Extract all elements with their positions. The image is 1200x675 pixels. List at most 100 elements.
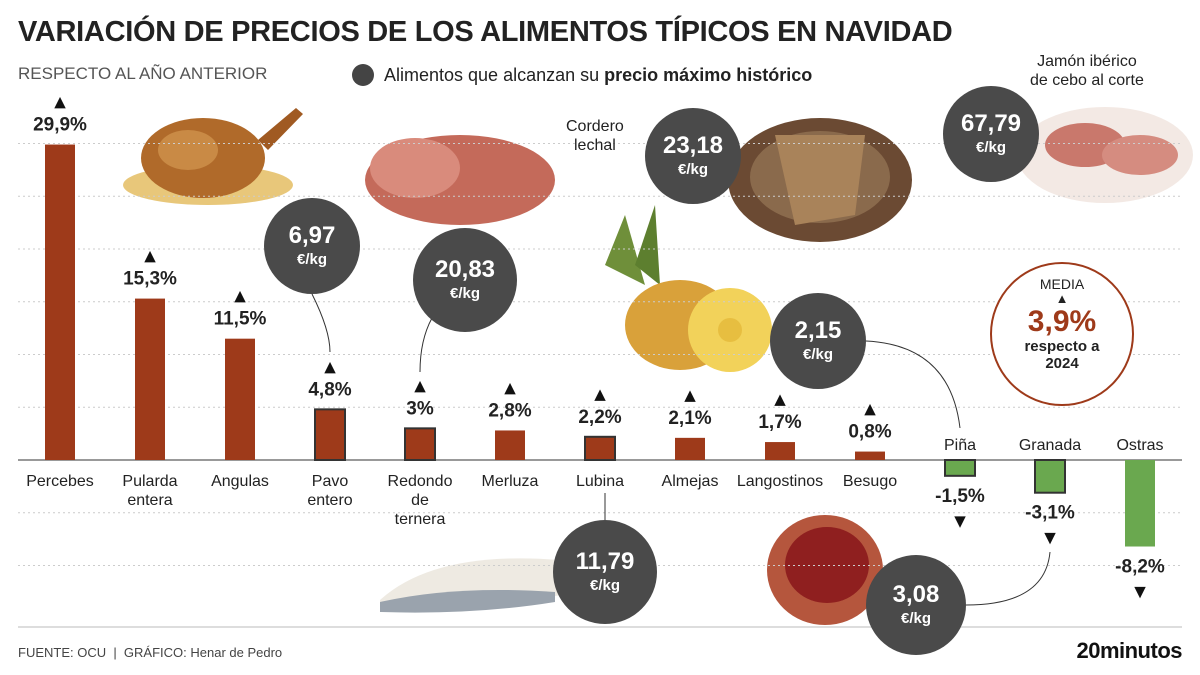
up-triangle-icon: ▲	[864, 400, 876, 418]
category-label: Granada	[1019, 437, 1081, 454]
legend: Alimentos que alcanzan su precio máximo …	[352, 64, 812, 86]
category-label: Besugo	[843, 473, 897, 490]
category-label: Langostinos	[737, 473, 823, 490]
category-label: Percebes	[26, 473, 94, 490]
connector-line	[311, 293, 331, 353]
bar	[1125, 460, 1155, 547]
bar	[225, 338, 255, 460]
down-triangle-icon: ▼	[1044, 529, 1056, 547]
value-label: 1,7%	[758, 412, 801, 433]
category-label: Almejas	[662, 473, 719, 490]
jamon-icon	[1017, 107, 1193, 203]
down-triangle-icon: ▼	[1134, 583, 1146, 601]
footer-source: FUENTE: OCU | GRÁFICO: Henar de Pedro	[18, 645, 283, 660]
price-unit: €/kg	[589, 577, 620, 594]
label-jamon: Jamón ibérico de cebo al corte	[1030, 53, 1144, 89]
price-value: 3,08	[892, 581, 940, 608]
average-label: MEDIA	[1039, 276, 1085, 292]
up-triangle-icon: ▲	[594, 385, 606, 403]
up-triangle-icon: ▲	[414, 376, 426, 394]
value-label: -8,2%	[1115, 557, 1165, 578]
turkey-icon	[123, 108, 303, 205]
down-triangle-icon: ▼	[954, 512, 966, 530]
price-value: 20,83	[434, 256, 496, 283]
value-label: -3,1%	[1025, 503, 1075, 524]
pineapple-icon	[605, 205, 772, 372]
category-label: Ostras	[1116, 437, 1163, 454]
beef-roast-icon	[365, 135, 555, 225]
bar	[495, 430, 525, 460]
category-label: Angulas	[211, 473, 269, 490]
price-unit: €/kg	[900, 610, 931, 627]
bar	[135, 298, 165, 460]
up-triangle-icon: ▲	[54, 93, 66, 111]
bar	[1034, 459, 1066, 494]
price-value: 67,79	[960, 110, 1022, 137]
legend-text: Alimentos que alcanzan su	[384, 64, 600, 85]
category-label: Pavo entero	[307, 473, 352, 509]
pomegranate-icon	[767, 515, 883, 625]
legend-dot-icon	[352, 64, 374, 86]
brand-logo: 20minutos	[1076, 638, 1182, 663]
price-bubble-redondo: 20,83 €/kg	[413, 228, 517, 332]
price-value: 2,15	[794, 317, 842, 344]
bar	[944, 459, 976, 477]
price-bubble-pina: 2,15 €/kg	[770, 293, 866, 389]
up-triangle-icon: ▲	[144, 247, 156, 265]
bar	[855, 451, 885, 460]
connector-line	[419, 317, 433, 373]
bar	[765, 442, 795, 460]
price-bubble-lubina: 11,79 €/kg	[553, 520, 657, 624]
bar	[404, 427, 436, 462]
category-label: Piña	[944, 437, 976, 454]
price-unit: €/kg	[677, 161, 708, 178]
up-triangle-icon: ▲	[774, 390, 786, 408]
price-bubble-cordero: 23,18 €/kg	[645, 108, 741, 204]
value-label: 11,5%	[214, 309, 267, 330]
value-label: 2,2%	[578, 407, 621, 428]
value-label: 0,8%	[848, 422, 891, 443]
up-triangle-icon: ▲	[684, 386, 696, 404]
value-label: -1,5%	[935, 486, 985, 507]
category-label: Lubina	[576, 473, 624, 490]
bar	[584, 435, 616, 462]
category-label: Redondo de ternera	[388, 473, 453, 528]
legend-text-bold: precio máximo histórico	[604, 64, 813, 85]
price-unit: €/kg	[449, 285, 480, 302]
value-label: 15,3%	[123, 269, 177, 290]
fish-fillet-icon	[380, 558, 560, 613]
average-note: respecto a 2024	[1024, 338, 1100, 372]
bar	[675, 437, 705, 460]
lamb-plate-icon	[728, 118, 912, 242]
value-label: 3%	[406, 398, 434, 419]
price-value: 6,97	[288, 222, 336, 249]
chart-title: VARIACIÓN DE PRECIOS DE LOS ALIMENTOS TÍ…	[18, 16, 953, 48]
average-badge: MEDIA ▲ 3,9% respecto a 2024	[990, 262, 1134, 406]
chart-subtitle: RESPECTO AL AÑO ANTERIOR	[18, 64, 268, 83]
connector-line	[965, 551, 1051, 606]
average-value: 3,9%	[1027, 305, 1097, 338]
price-value: 23,18	[662, 132, 724, 159]
category-label: Pularda entera	[122, 473, 177, 509]
bar	[314, 408, 346, 461]
price-bubble-pavo: 6,97 €/kg	[264, 198, 360, 294]
bar	[45, 144, 75, 460]
up-triangle-icon: ▲	[324, 357, 336, 375]
up-triangle-icon: ▲	[504, 378, 516, 396]
connector-line	[865, 340, 961, 429]
price-bubble-jamon: 67,79 €/kg	[943, 86, 1039, 182]
price-bubble-granada: 3,08 €/kg	[866, 555, 966, 655]
category-label: Merluza	[482, 473, 539, 490]
value-label: 2,1%	[668, 408, 711, 429]
up-triangle-icon: ▲	[234, 287, 246, 305]
price-unit: €/kg	[296, 251, 327, 268]
price-value: 11,79	[575, 548, 635, 575]
up-triangle-icon: ▲	[1055, 291, 1069, 306]
value-label: 2,8%	[488, 400, 531, 421]
price-unit: €/kg	[802, 346, 833, 363]
label-cordero: Cordero lechal	[566, 118, 624, 154]
value-label: 29,9%	[33, 115, 87, 136]
value-label: 4,8%	[308, 379, 351, 400]
price-unit: €/kg	[975, 139, 1006, 156]
